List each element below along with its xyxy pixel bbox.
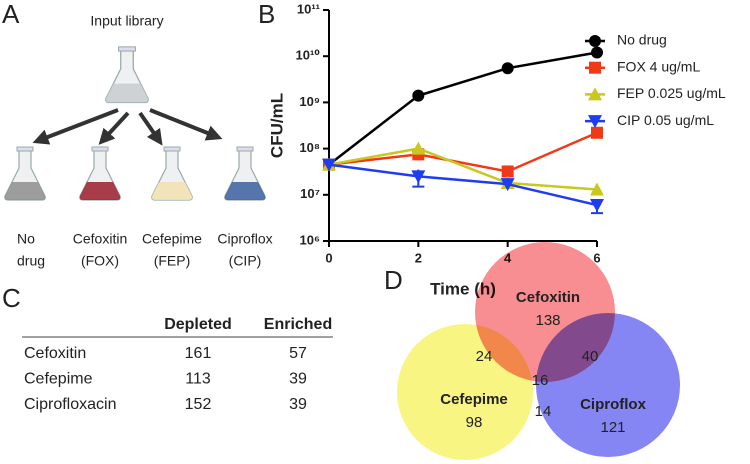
flask-label: No bbox=[17, 231, 35, 247]
overlap-count: 24 bbox=[476, 348, 493, 365]
table-cell: Cefoxitin bbox=[24, 345, 86, 362]
flask-liquid bbox=[151, 182, 193, 200]
marker bbox=[322, 158, 336, 172]
flask bbox=[4, 146, 46, 201]
series-line bbox=[328, 147, 598, 191]
marker bbox=[501, 62, 514, 75]
flask bbox=[105, 46, 149, 104]
flask-rim bbox=[118, 46, 136, 52]
set-name: Ciproflox bbox=[580, 396, 646, 413]
y-tick-label: 10¹⁰ bbox=[296, 48, 321, 63]
venn: Cefoxitin 138 Cefepime 98 Ciproflox 121 24 40 14… bbox=[397, 242, 680, 460]
y-tick-label: 10¹¹ bbox=[297, 1, 320, 16]
marker bbox=[591, 46, 603, 59]
y-axis-title: CFU/mL bbox=[267, 93, 286, 158]
set-count: 121 bbox=[600, 419, 625, 436]
column-header: Enriched bbox=[264, 316, 332, 333]
flask bbox=[151, 146, 193, 201]
flask-label: (CIP) bbox=[229, 253, 262, 269]
arrows bbox=[32, 108, 223, 146]
flask-label: (FOX) bbox=[81, 253, 119, 269]
panel-label: C bbox=[2, 283, 21, 313]
marker bbox=[590, 182, 604, 196]
marker bbox=[412, 89, 425, 102]
legend-label: CIP 0.05 ug/mL bbox=[617, 112, 714, 128]
flask-liquid bbox=[224, 182, 266, 200]
panel-label: B bbox=[258, 0, 275, 29]
marker bbox=[501, 165, 514, 178]
table-cell: 152 bbox=[185, 396, 212, 413]
marker bbox=[411, 170, 426, 184]
flask-label: Ciproflox bbox=[217, 231, 272, 247]
venn-circle bbox=[536, 313, 680, 457]
table-cell: 161 bbox=[185, 345, 212, 362]
flask-label: (FEP) bbox=[154, 253, 191, 269]
set-count: 98 bbox=[466, 414, 483, 431]
venn-circle bbox=[397, 324, 533, 460]
x-tick-label: 6 bbox=[593, 250, 600, 265]
flask-label: Cefoxitin bbox=[73, 231, 127, 247]
set-count: 138 bbox=[535, 312, 560, 329]
flask-label: drug bbox=[17, 253, 45, 269]
flask-label: Cefepime bbox=[142, 231, 202, 247]
set-name: Cefepime bbox=[440, 391, 508, 408]
legend-label: No drug bbox=[617, 32, 667, 48]
source-label: Input library bbox=[90, 13, 163, 29]
series-line bbox=[328, 131, 598, 173]
overlap-count: 14 bbox=[535, 403, 552, 420]
y-tick-label: 10⁶ bbox=[300, 232, 320, 247]
table-cell: 39 bbox=[289, 396, 307, 413]
y-tick-label: 10⁸ bbox=[299, 140, 320, 155]
marker bbox=[591, 126, 603, 139]
series-line bbox=[328, 51, 598, 166]
column-header: Depleted bbox=[164, 316, 232, 333]
flask-rim bbox=[163, 146, 181, 152]
marker bbox=[500, 178, 515, 192]
panel-label: D bbox=[384, 265, 403, 295]
legend-label: FEP 0.025 ug/mL bbox=[617, 85, 726, 101]
overlap-count: 40 bbox=[582, 348, 599, 365]
flask-liquid bbox=[4, 182, 46, 200]
panel-label: A bbox=[2, 0, 20, 29]
flask-rim bbox=[16, 146, 34, 152]
legend-marker bbox=[589, 35, 601, 47]
y-tick-label: 10⁷ bbox=[300, 186, 320, 201]
table-cell: Cefepime bbox=[24, 371, 93, 388]
flask-liquid bbox=[105, 83, 149, 103]
flask-rim bbox=[236, 146, 254, 152]
overlap-count: 16 bbox=[532, 372, 549, 389]
set-name: Cefoxitin bbox=[516, 289, 580, 306]
table: Depleted Enriched Cefoxitin 161 57 Cefepime 11… bbox=[22, 316, 333, 413]
flask-liquid bbox=[79, 182, 121, 200]
series-line bbox=[328, 163, 598, 207]
legend-label: FOX 4 ug/mL bbox=[617, 58, 700, 74]
legend-marker bbox=[588, 87, 602, 101]
marker bbox=[411, 141, 426, 155]
table-cell: 57 bbox=[289, 345, 307, 362]
flask bbox=[224, 146, 266, 201]
table-cell: Ciprofloxacin bbox=[24, 396, 116, 413]
marker bbox=[590, 199, 604, 213]
flask bbox=[79, 146, 121, 201]
legend-marker bbox=[589, 61, 601, 74]
growth-chart: 10⁶10⁷10⁸10⁹10¹⁰10¹¹0246Time (h)CFU/mLNo… bbox=[267, 1, 725, 298]
table-cell: 113 bbox=[185, 371, 211, 388]
table-cell: 39 bbox=[289, 371, 307, 388]
flask-rim bbox=[91, 146, 109, 152]
x-tick-label: 0 bbox=[325, 250, 332, 265]
legend-marker bbox=[588, 115, 602, 129]
y-tick-label: 10⁹ bbox=[299, 94, 320, 109]
x-tick-label: 2 bbox=[415, 250, 422, 265]
